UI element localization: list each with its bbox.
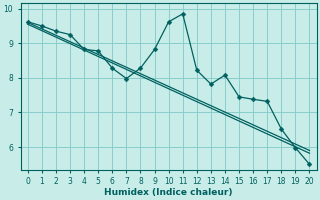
X-axis label: Humidex (Indice chaleur): Humidex (Indice chaleur) bbox=[104, 188, 233, 197]
